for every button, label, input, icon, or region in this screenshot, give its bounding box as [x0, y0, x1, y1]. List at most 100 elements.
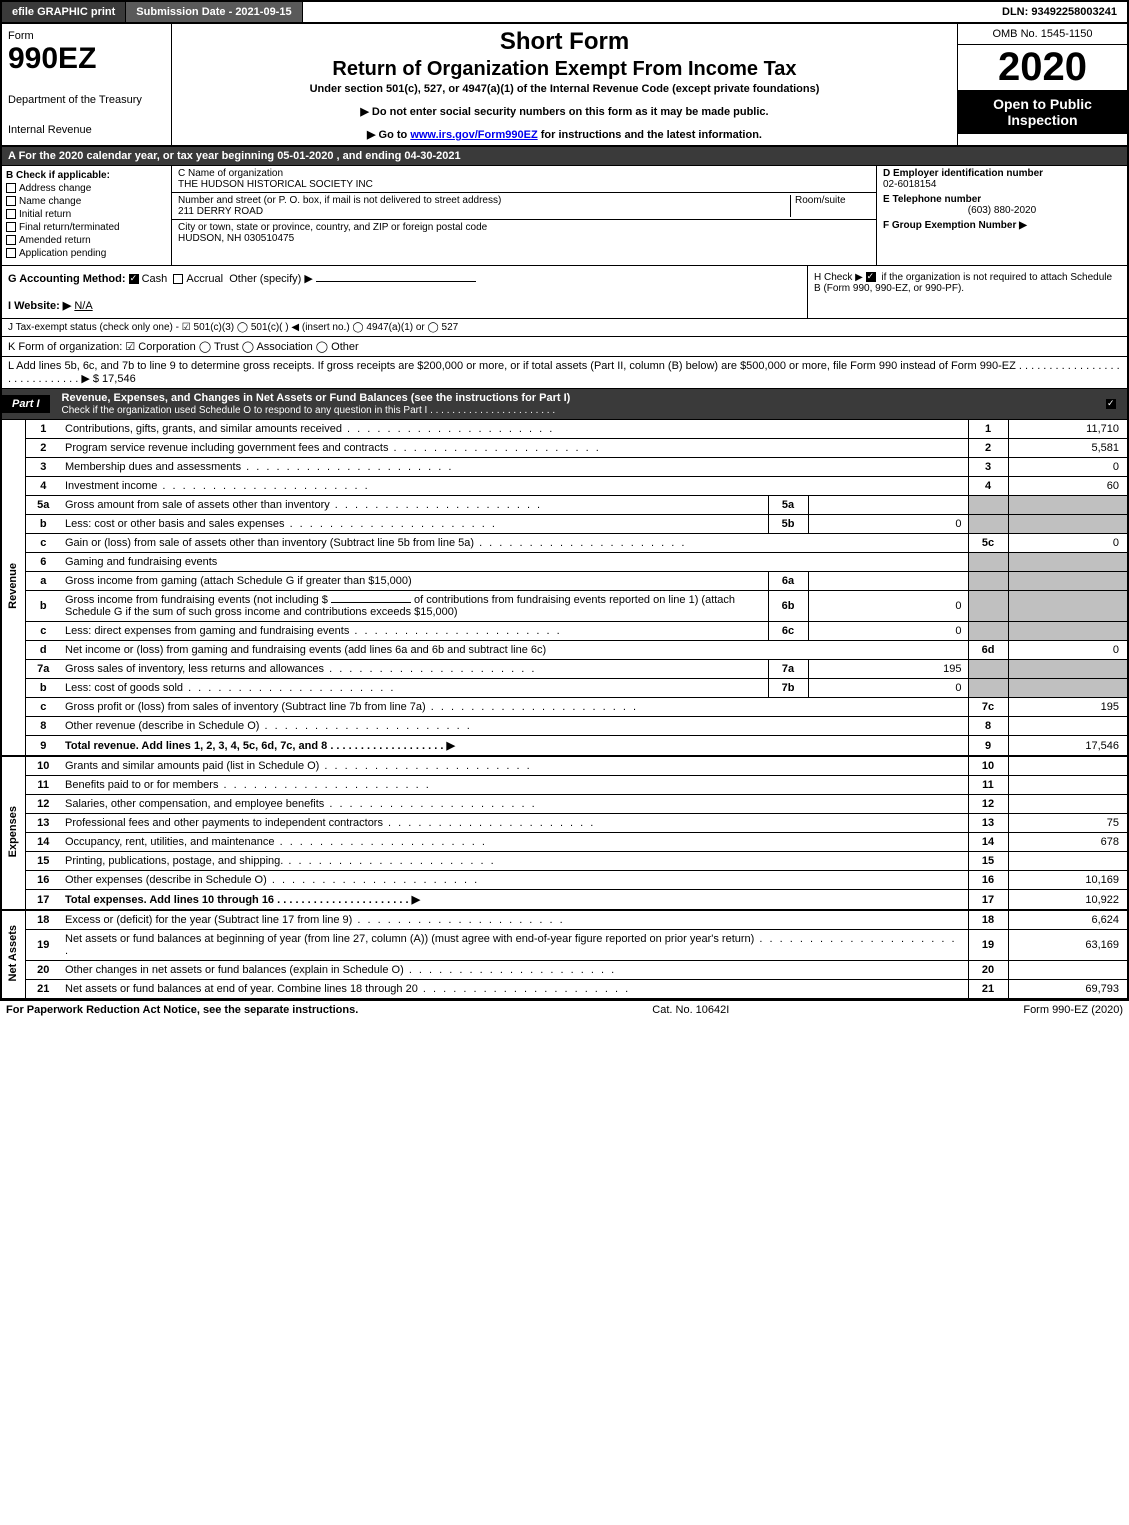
- l15-rv: [1008, 852, 1128, 871]
- l11-num: 11: [25, 776, 61, 795]
- l1-text: Contributions, gifts, grants, and simila…: [65, 423, 342, 435]
- footer: For Paperwork Reduction Act Notice, see …: [0, 1000, 1129, 1019]
- l4-rn: 4: [968, 477, 1008, 496]
- l5b-mv: 0: [808, 515, 968, 534]
- l13-rv: 75: [1008, 814, 1128, 833]
- l12-rn: 12: [968, 795, 1008, 814]
- chk-address-change-label: Address change: [19, 183, 91, 194]
- line-1: Revenue 1 Contributions, gifts, grants, …: [1, 420, 1128, 439]
- l7b-num: b: [25, 679, 61, 698]
- l14-text: Occupancy, rent, utilities, and maintena…: [65, 836, 275, 848]
- part1-sub: Check if the organization used Schedule …: [62, 405, 556, 416]
- l7a-rn-shade: [968, 660, 1008, 679]
- line-6b: b Gross income from fundraising events (…: [1, 591, 1128, 622]
- l6b-blank: [331, 602, 411, 603]
- l19-rv: 63,169: [1008, 930, 1128, 961]
- l8-text: Other revenue (describe in Schedule O): [65, 720, 259, 732]
- l6-rn-shade: [968, 553, 1008, 572]
- line-6d: d Net income or (loss) from gaming and f…: [1, 641, 1128, 660]
- l8-rn: 8: [968, 717, 1008, 736]
- l6d-rn: 6d: [968, 641, 1008, 660]
- chk-h[interactable]: [866, 272, 876, 282]
- chk-cash[interactable]: [129, 274, 139, 284]
- line-19: 19 Net assets or fund balances at beginn…: [1, 930, 1128, 961]
- l20-num: 20: [25, 961, 61, 980]
- chk-address-change[interactable]: Address change: [6, 183, 167, 194]
- line-6a: a Gross income from gaming (attach Sched…: [1, 572, 1128, 591]
- l8-rv: [1008, 717, 1128, 736]
- title-return: Return of Organization Exempt From Incom…: [176, 58, 953, 81]
- l5a-rv-shade: [1008, 496, 1128, 515]
- phone-value: (603) 880-2020: [883, 205, 1121, 216]
- addr-label: Number and street (or P. O. box, if mail…: [178, 195, 790, 206]
- l15-text: Printing, publications, postage, and shi…: [65, 855, 283, 867]
- phone-label: E Telephone number: [883, 194, 1121, 205]
- part1-title-text: Revenue, Expenses, and Changes in Net As…: [62, 392, 571, 404]
- l7c-text: Gross profit or (loss) from sales of inv…: [65, 701, 426, 713]
- line-16: 16 Other expenses (describe in Schedule …: [1, 871, 1128, 890]
- g-label: G Accounting Method:: [8, 273, 126, 285]
- l10-rv: [1008, 756, 1128, 776]
- l18-text: Excess or (deficit) for the year (Subtra…: [65, 914, 352, 926]
- line-6: 6 Gaming and fundraising events: [1, 553, 1128, 572]
- chk-name-change[interactable]: Name change: [6, 196, 167, 207]
- chk-application-pending[interactable]: Application pending: [6, 248, 167, 259]
- l16-text: Other expenses (describe in Schedule O): [65, 874, 267, 886]
- l6b-mb: 6b: [768, 591, 808, 622]
- l21-text: Net assets or fund balances at end of ye…: [65, 983, 418, 995]
- l2-rv: 5,581: [1008, 439, 1128, 458]
- l7a-num: 7a: [25, 660, 61, 679]
- l17-num: 17: [25, 890, 61, 911]
- l7a-mb: 7a: [768, 660, 808, 679]
- line-11: 11 Benefits paid to or for members 11: [1, 776, 1128, 795]
- l20-text: Other changes in net assets or fund bala…: [65, 964, 404, 976]
- chk-accrual[interactable]: [173, 274, 183, 284]
- l6c-rv-shade: [1008, 622, 1128, 641]
- l2-rn: 2: [968, 439, 1008, 458]
- l7c-rv: 195: [1008, 698, 1128, 717]
- h-pre: H Check ▶: [814, 272, 866, 283]
- l5b-num: b: [25, 515, 61, 534]
- part1-chk[interactable]: [1106, 398, 1127, 410]
- chk-final-return[interactable]: Final return/terminated: [6, 222, 167, 233]
- dept-irs: Internal Revenue: [8, 124, 165, 136]
- l3-num: 3: [25, 458, 61, 477]
- chk-amended-return[interactable]: Amended return: [6, 235, 167, 246]
- l9-rv: 17,546: [1008, 736, 1128, 757]
- chk-accrual-label: Accrual: [186, 273, 223, 285]
- chk-initial-return[interactable]: Initial return: [6, 209, 167, 220]
- efile-print-button[interactable]: efile GRAPHIC print: [2, 2, 126, 22]
- l9-text: Total revenue. Add lines 1, 2, 3, 4, 5c,…: [65, 740, 455, 752]
- line-17: 17 Total expenses. Add lines 10 through …: [1, 890, 1128, 911]
- tax-year: 2020: [958, 45, 1127, 90]
- group-exemption-label: F Group Exemption Number ▶: [883, 220, 1121, 231]
- l1-num: 1: [25, 420, 61, 439]
- l5a-text: Gross amount from sale of assets other t…: [65, 499, 330, 511]
- l9-rn: 9: [968, 736, 1008, 757]
- box-b: B Check if applicable: Address change Na…: [2, 166, 172, 265]
- l6b-mv: 0: [808, 591, 968, 622]
- note-link-pre: ▶ Go to: [367, 129, 410, 141]
- l19-num: 19: [25, 930, 61, 961]
- city-value: HUDSON, NH 030510475: [178, 233, 870, 244]
- note-ssn: ▶ Do not enter social security numbers o…: [176, 105, 953, 118]
- l5c-rn: 5c: [968, 534, 1008, 553]
- l7b-mb: 7b: [768, 679, 808, 698]
- topbar-spacer: [303, 2, 992, 22]
- chk-amended-return-label: Amended return: [19, 235, 91, 246]
- l8-num: 8: [25, 717, 61, 736]
- l20-rv: [1008, 961, 1128, 980]
- line-10: Expenses 10 Grants and similar amounts p…: [1, 756, 1128, 776]
- l6a-rn-shade: [968, 572, 1008, 591]
- i-label: I Website: ▶: [8, 300, 71, 312]
- l18-rn: 18: [968, 910, 1008, 930]
- dept-treasury: Department of the Treasury: [8, 94, 165, 106]
- box-c: C Name of organization THE HUDSON HISTOR…: [172, 166, 877, 265]
- irs-link[interactable]: www.irs.gov/Form990EZ: [410, 129, 537, 141]
- l3-text: Membership dues and assessments: [65, 461, 241, 473]
- title-short-form: Short Form: [176, 28, 953, 56]
- l13-num: 13: [25, 814, 61, 833]
- l11-rv: [1008, 776, 1128, 795]
- l6-rv-shade: [1008, 553, 1128, 572]
- subtitle: Under section 501(c), 527, or 4947(a)(1)…: [176, 83, 953, 95]
